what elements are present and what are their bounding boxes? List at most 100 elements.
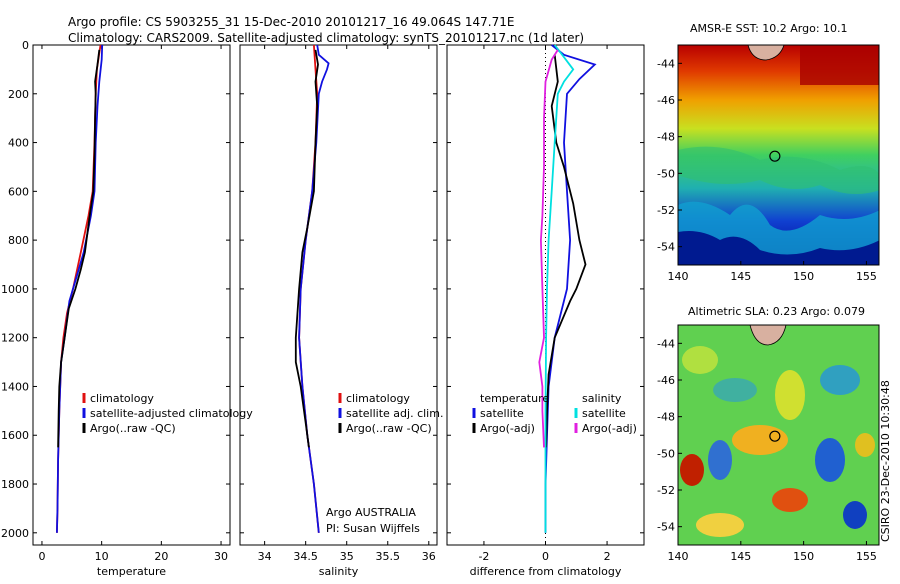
sst-map-frame <box>677 44 880 266</box>
sla-blob <box>696 513 744 537</box>
sst-map-xtick-label: 155 <box>856 270 877 283</box>
temperature-xtick-label: 10 <box>95 550 109 563</box>
temperature-ytick-label: 1800 <box>1 478 29 491</box>
pi-annotation: PI: Susan Wijffels <box>326 522 420 535</box>
difference-salinity-legend-entry: satellite <box>582 407 626 420</box>
sla-map-ytick-label: -54 <box>657 521 675 534</box>
difference-legend-heading: temperature <box>480 392 549 405</box>
sla-blob <box>815 438 845 482</box>
sla-map-ytick-label: -48 <box>657 411 675 424</box>
temperature-axes-frame <box>32 44 231 546</box>
salinity-panel: 34 34.5 35 35.5 36 salinity climatology satelli… <box>239 44 443 578</box>
sst-green-band <box>678 146 879 194</box>
temperature-ytick-label: 200 <box>8 88 29 101</box>
figure-title-line2: Climatology: CARS2009. Satellite-adjuste… <box>68 31 584 45</box>
sst-argo-position-marker <box>769 150 781 162</box>
sla-blob <box>772 488 808 512</box>
temperature-ytick-label: 1600 <box>1 429 29 442</box>
sla-map-axes: 140 145 150 155 -44 -46 -48 -50 -52 -54 <box>657 324 880 563</box>
sla-map-ytick-label: -50 <box>657 447 675 460</box>
temperature-legend-entry: climatology <box>90 392 154 405</box>
sst-map-ytick-label: -48 <box>657 131 675 144</box>
sla-map-ytick-label: -44 <box>657 337 675 350</box>
sla-map-field <box>678 325 879 545</box>
difference-series-line <box>538 49 559 448</box>
temperature-ytick-label: 400 <box>8 137 29 150</box>
temperature-ytick-label: 2000 <box>1 527 29 540</box>
temperature-xtick-label: 30 <box>214 550 228 563</box>
difference-salinity-legend-entry: Argo(-adj) <box>582 422 637 435</box>
salinity-xtick-label: 35 <box>340 550 354 563</box>
temperature-ytick-label: 600 <box>8 185 29 198</box>
temperature-ytick-label: 800 <box>8 234 29 247</box>
sla-map-xtick-label: 140 <box>668 550 689 563</box>
sla-map-xtick-label: 150 <box>793 550 814 563</box>
sst-map-field <box>678 45 879 265</box>
sla-land-outline <box>749 325 787 346</box>
temperature-ytick-label: 1000 <box>1 283 29 296</box>
salinity-legend-entry: climatology <box>346 392 410 405</box>
salinity-xtick-label: 34 <box>258 550 272 563</box>
sla-argo-position-marker <box>769 430 781 442</box>
salinity-legend-entry: satellite adj. clim. <box>346 407 443 420</box>
sla-blob <box>820 365 860 395</box>
sst-map-ytick-label: -46 <box>657 94 675 107</box>
sst-map-title: AMSR-E SST: 10.2 Argo: 10.1 <box>690 22 848 35</box>
sla-blob <box>713 378 757 402</box>
temperature-xlabel: temperature <box>97 565 166 578</box>
salinity-xtick-label: 34.5 <box>293 550 318 563</box>
sla-blob <box>682 346 718 374</box>
sla-map-title: Altimetric SLA: 0.23 Argo: 0.079 <box>688 305 865 318</box>
sla-map-frame <box>677 324 880 546</box>
temperature-panel: 0 10 20 30 0 200 400 600 800 1000 1200 1400 1600 1800… <box>1 39 253 578</box>
sla-blob <box>775 370 805 420</box>
difference-series-line <box>545 54 587 448</box>
sla-blob <box>843 501 867 529</box>
institution-annotation: Argo AUSTRALIA <box>326 506 416 519</box>
temperature-xtick-label: 20 <box>154 550 168 563</box>
salinity-xtick-label: 36 <box>422 550 436 563</box>
sst-map-ytick-label: -54 <box>657 241 675 254</box>
difference-xlabel: difference from climatology <box>470 565 622 578</box>
difference-temperature-legend-entry: satellite <box>480 407 524 420</box>
sla-map-xtick-label: 155 <box>856 550 877 563</box>
temperature-ytick-label: 0 <box>22 39 29 52</box>
difference-xtick-label: 0 <box>542 550 549 563</box>
sla-blob <box>732 425 788 455</box>
salinity-legend-entry: Argo(..raw -QC) <box>346 422 432 435</box>
sst-land-outline <box>747 45 785 61</box>
sst-map-axes: 140 145 150 155 -44 -46 -48 -50 -52 -54 <box>657 44 880 283</box>
difference-xtick-label: 2 <box>604 550 611 563</box>
side-timestamp-label: CSIRO 23-Dec-2010 10:30:48 <box>879 380 892 542</box>
difference-panel: -2 0 2 difference from climatology temperatu… <box>446 44 645 578</box>
sst-map-xtick-label: 140 <box>668 270 689 283</box>
sst-map-ytick-label: -50 <box>657 167 675 180</box>
salinity-xlabel: salinity <box>319 565 359 578</box>
salinity-series-line <box>298 44 330 533</box>
difference-series-line <box>544 44 575 533</box>
sst-deep-blue-band <box>678 231 879 265</box>
sla-blob <box>680 454 704 486</box>
sst-warm-patch <box>800 45 879 85</box>
temperature-legend-entry: satellite-adjusted climatology <box>90 407 253 420</box>
sla-map-ytick-label: -46 <box>657 374 675 387</box>
temperature-series-line <box>57 49 101 448</box>
sla-map-xtick-label: 145 <box>730 550 751 563</box>
difference-legend-heading: salinity <box>582 392 622 405</box>
sst-map-xtick-label: 145 <box>730 270 751 283</box>
temperature-xtick-label: 0 <box>38 550 45 563</box>
sla-map-ytick-label: -52 <box>657 484 675 497</box>
difference-temperature-legend-entry: Argo(-adj) <box>480 422 535 435</box>
salinity-series-line <box>294 49 319 448</box>
sla-blob <box>855 433 875 457</box>
temperature-legend-entry: Argo(..raw -QC) <box>90 422 176 435</box>
salinity-xtick-label: 35.5 <box>376 550 401 563</box>
temperature-series-line <box>56 44 102 533</box>
sst-map-ytick-label: -52 <box>657 204 675 217</box>
sla-blob <box>708 440 732 480</box>
salinity-axes-frame <box>239 44 438 546</box>
temperature-ytick-label: 1200 <box>1 332 29 345</box>
sst-map-xtick-label: 150 <box>793 270 814 283</box>
